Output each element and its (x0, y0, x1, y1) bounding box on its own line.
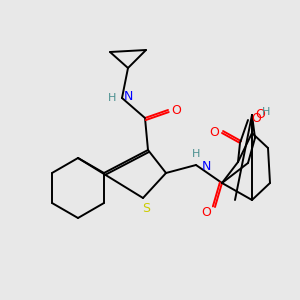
Text: O: O (209, 127, 219, 140)
Text: O: O (255, 109, 265, 122)
Text: O: O (251, 112, 261, 124)
Text: O: O (201, 206, 211, 218)
Text: H: H (108, 93, 116, 103)
Text: S: S (142, 202, 150, 214)
Text: H: H (192, 149, 200, 159)
Text: O: O (171, 103, 181, 116)
Text: N: N (123, 89, 133, 103)
Text: N: N (201, 160, 211, 173)
Text: H: H (262, 107, 270, 117)
